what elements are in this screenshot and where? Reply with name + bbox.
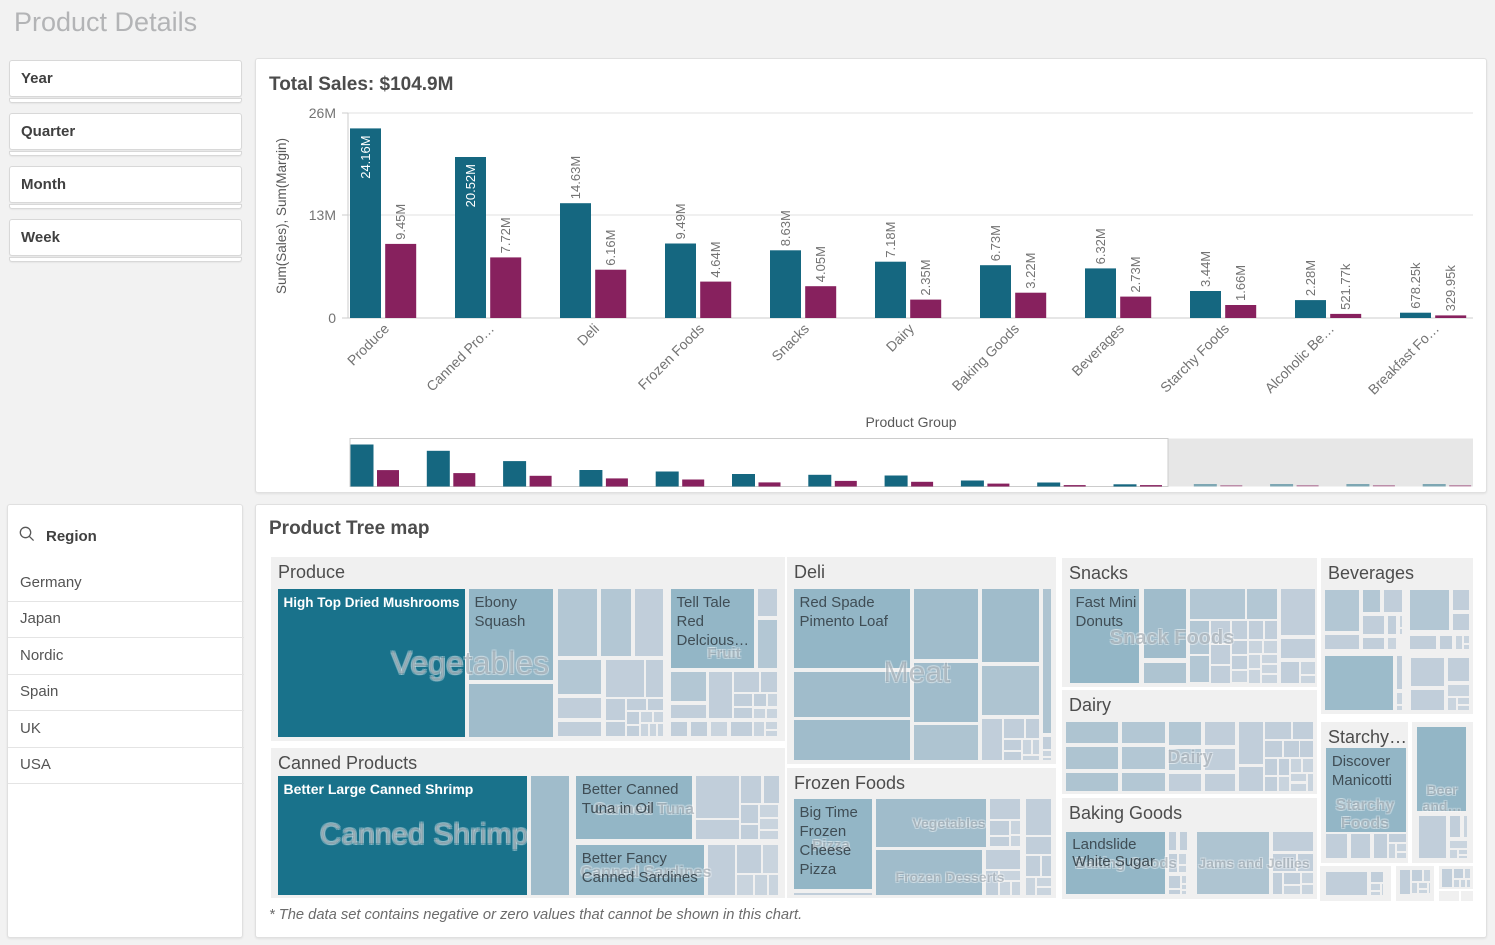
svg-text:3.22M: 3.22M (1023, 253, 1038, 289)
svg-text:6.16M: 6.16M (603, 230, 618, 266)
svg-text:Breakfast Fo…: Breakfast Fo… (1365, 320, 1442, 397)
svg-text:Baking Goods: Baking Goods (949, 320, 1023, 394)
svg-text:Sum(Sales), Sum(Margin): Sum(Sales), Sum(Margin) (274, 138, 289, 294)
svg-text:Alcoholic Be…: Alcoholic Be… (1261, 320, 1337, 396)
svg-text:7.18M: 7.18M (883, 222, 898, 258)
svg-text:678.25k: 678.25k (1408, 262, 1423, 309)
svg-text:2.28M: 2.28M (1303, 260, 1318, 296)
svg-text:9.49M: 9.49M (673, 203, 688, 239)
svg-text:26M: 26M (309, 105, 336, 121)
svg-text:2.73M: 2.73M (1128, 256, 1143, 292)
svg-text:24.16M: 24.16M (358, 135, 373, 178)
svg-text:Product Group: Product Group (865, 414, 956, 430)
svg-text:7.72M: 7.72M (498, 217, 513, 253)
svg-text:4.64M: 4.64M (708, 241, 723, 277)
svg-text:Produce: Produce (344, 320, 392, 368)
svg-text:Starchy Foods: Starchy Foods (1157, 320, 1232, 395)
svg-text:0: 0 (328, 310, 336, 326)
svg-text:Frozen Foods: Frozen Foods (635, 320, 707, 392)
svg-text:521.77k: 521.77k (1338, 263, 1353, 310)
svg-text:Beverages: Beverages (1068, 320, 1127, 379)
svg-text:6.73M: 6.73M (988, 225, 1003, 261)
svg-text:329.95k: 329.95k (1443, 265, 1458, 312)
svg-text:9.45M: 9.45M (393, 204, 408, 240)
svg-text:13M: 13M (309, 207, 336, 223)
svg-text:4.05M: 4.05M (813, 246, 828, 282)
svg-text:6.32M: 6.32M (1093, 228, 1108, 264)
svg-text:Deli: Deli (574, 320, 602, 348)
svg-text:14.63M: 14.63M (568, 156, 583, 199)
svg-text:Dairy: Dairy (883, 320, 917, 354)
svg-text:3.44M: 3.44M (1198, 251, 1213, 287)
svg-text:2.35M: 2.35M (918, 259, 933, 295)
svg-text:Canned Pro…: Canned Pro… (423, 320, 497, 394)
svg-text:Snacks: Snacks (768, 320, 812, 364)
svg-text:8.63M: 8.63M (778, 210, 793, 246)
svg-text:1.66M: 1.66M (1233, 265, 1248, 301)
svg-text:20.52M: 20.52M (463, 164, 478, 207)
